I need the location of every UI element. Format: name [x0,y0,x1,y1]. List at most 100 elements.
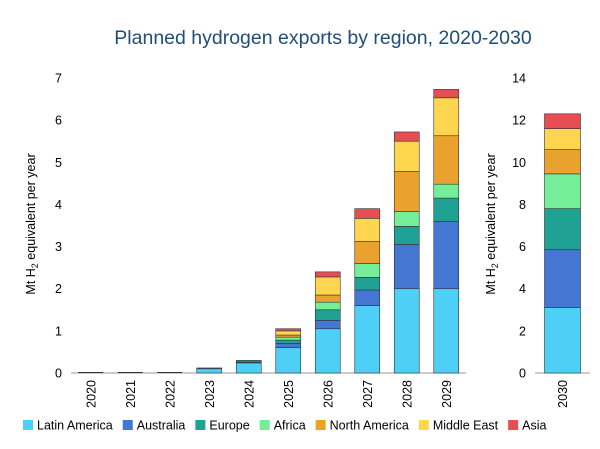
bar-australia-2028 [393,244,420,290]
legend-item-europe: Europe [195,419,250,433]
bar-australia-2023 [196,367,223,370]
y-tick-label: 2 [519,324,526,338]
legend-swatch [508,420,519,430]
y-tick-label: 7 [55,72,62,86]
legend-label: Latin America [37,419,113,433]
legend-swatch [23,420,33,430]
bar-latin-america-2026 [314,328,341,374]
y-tick-label: 3 [55,240,62,254]
bar-middle-east-2029 [433,97,460,137]
plot-area-2030: 0 2 4 6 8 10 12 14 2030 [512,72,590,408]
bar-north-america-2027 [354,241,381,264]
bar-north-america-2030 [544,149,581,175]
legend-label: Australia [137,419,186,433]
bar-middle-east-2025 [275,330,302,336]
bar-europe-2024 [235,360,262,363]
legend-item-australia: Australia [122,419,186,433]
y-tick-label: 8 [519,198,526,212]
x-tick-label: 2027 [361,380,375,408]
bar-europe-2030 [544,208,581,251]
bar-middle-east-2026 [314,276,341,296]
x-tick-label: 2024 [242,380,256,408]
bar-australia-2027 [354,289,381,306]
y-label-subscript: 2 [490,263,500,268]
chart-title: Planned hydrogen exports by region, 2020… [114,27,532,49]
svg-text:Mt H2 equivalent per year: Mt H2 equivalent per year [24,153,40,294]
x-tick-label: 2030 [556,380,570,408]
bar-australia-2029 [433,220,460,290]
y-tick-label: 5 [55,156,62,170]
plot-area-2020-2029: 0 1 2 3 4 5 6 7 2020 2021 2022 2023 2024 2025 2026 2027… [55,72,466,408]
bar-africa-2028 [393,211,420,227]
bar-middle-east-2027 [354,218,381,242]
x-tick-label: 2026 [321,380,335,408]
bar-latin-america-2029 [433,288,460,374]
bar-africa-2025 [275,336,302,341]
y-label-rest: equivalent per year [484,153,498,263]
bar-latin-america-2025 [275,347,302,374]
y-tick-label: 6 [519,240,526,254]
bar-australia-2025 [275,343,302,349]
y-tick-label: 4 [55,198,62,212]
legend-item-north-america: North America [315,419,409,433]
bar-north-america-2028 [393,171,420,212]
y-label-subscript: 2 [30,263,40,268]
bar-asia-2026 [314,271,341,278]
bar-asia-2027 [354,208,381,219]
legend-swatch [259,420,270,430]
bar-australia-2026 [314,320,341,330]
bar-europe-2026 [314,309,341,321]
bar-europe-2025 [275,339,302,344]
legend-swatch [418,420,429,430]
bar-latin-america-2024 [235,362,262,374]
y-tick-label: 10 [512,156,526,170]
legend-label: Europe [209,419,249,433]
y-label-part: Mt H [484,268,498,294]
x-tick-label: 2029 [440,380,454,408]
legend-item-asia: Asia [508,419,547,433]
y-tick-label: 0 [519,367,526,381]
bar-latin-america-2027 [354,305,381,374]
bar-asia-2030 [544,113,581,129]
bar-north-america-2029 [433,135,460,185]
y-tick-label: 2 [55,282,62,296]
svg-text:Mt H2 equivalent per year: Mt H2 equivalent per year [484,153,500,294]
y-tick-label: 0 [55,367,62,381]
x-tick-label: 2023 [203,380,217,408]
bar-africa-2027 [354,263,381,278]
y-tick-label: 12 [512,114,526,128]
legend-item-middle-east: Middle East [418,419,499,433]
y-label-rest: equivalent per year [24,153,38,263]
bar-middle-east-2030 [544,128,581,150]
x-tick-label: 2028 [400,380,414,408]
bar-latin-america-2023 [196,368,223,374]
bar-asia-2025 [275,328,302,332]
y-tick-label: 4 [519,282,526,296]
bar-africa-2030 [544,173,581,209]
legend-swatch [315,420,326,430]
bar-europe-2027 [354,277,381,291]
bar-africa-2029 [433,183,460,199]
legend-swatch [122,420,133,430]
y-axis-label-secondary: Mt H2 equivalent per year [484,153,500,294]
legend-item-latin-america: Latin America [23,419,113,433]
bar-europe-2029 [433,197,460,222]
bar-latin-america-2030 [544,307,581,374]
legend-label: Africa [274,419,306,433]
bar-north-america-2025 [275,334,302,338]
legend: Latin America Australia Europe Africa North … [23,419,547,433]
legend-swatch [195,420,206,430]
y-tick-label: 1 [55,324,62,338]
bar-latin-america-2028 [393,288,420,374]
legend-label: North America [330,419,409,433]
bar-australia-2030 [544,249,581,308]
x-tick-label: 2020 [84,380,98,408]
legend-label: Asia [522,419,546,433]
legend-label: Middle East [433,419,499,433]
legend-item-africa: Africa [259,419,306,433]
x-tick-label: 2022 [163,380,177,408]
bar-europe-2028 [393,226,420,245]
x-tick-label: 2025 [282,380,296,408]
y-tick-label: 6 [55,114,62,128]
